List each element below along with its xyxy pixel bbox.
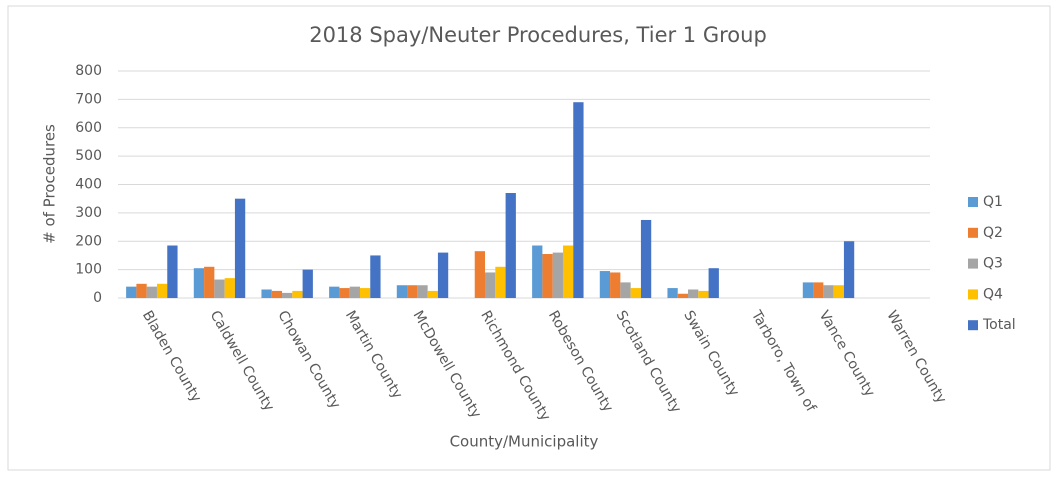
y-tick-label: 500 (75, 148, 102, 164)
y-tick-label: 200 (75, 233, 102, 249)
bar (224, 278, 235, 298)
bar (126, 286, 137, 298)
bar (417, 285, 428, 298)
bar (282, 292, 293, 298)
bar (359, 288, 371, 298)
bar (708, 268, 719, 298)
bar (677, 293, 689, 298)
legend-swatch (968, 258, 978, 269)
bar (610, 272, 621, 298)
bar (474, 251, 486, 298)
legend-label: Q1 (983, 194, 1003, 210)
bar (833, 285, 844, 298)
y-tick-label: 800 (75, 63, 102, 79)
chart-frame (7, 5, 1051, 471)
y-tick-label: 600 (75, 120, 102, 136)
bar (234, 198, 246, 298)
bar (495, 266, 506, 298)
bar (505, 193, 516, 298)
legend-swatch (968, 227, 978, 238)
bar (630, 288, 641, 298)
bar (370, 255, 381, 298)
bar (339, 288, 350, 298)
x-axis-label: County/Municipality (450, 433, 599, 451)
y-tick-label: 400 (75, 177, 102, 193)
bar (271, 290, 283, 298)
bar (542, 254, 553, 298)
bar (802, 282, 814, 298)
bar (427, 290, 438, 298)
y-tick-label: 700 (75, 91, 102, 107)
legend-swatch (968, 289, 978, 300)
bar (193, 268, 205, 298)
bar (349, 286, 360, 298)
legend-label: Q4 (983, 286, 1003, 302)
legend-label: Total (982, 317, 1016, 333)
bar (167, 245, 178, 298)
legend-label: Q2 (983, 225, 1003, 241)
chart-title: 2018 Spay/Neuter Procedures, Tier 1 Grou… (309, 23, 767, 47)
y-tick-label: 300 (75, 205, 102, 221)
y-axis-label: # of Procedures (41, 124, 59, 244)
bar (552, 252, 563, 298)
bar (156, 283, 168, 298)
bar (640, 219, 652, 298)
bar (843, 241, 855, 298)
bar (292, 290, 303, 298)
legend-swatch (968, 320, 978, 331)
bar (204, 266, 215, 298)
y-tick-label: 100 (75, 262, 102, 278)
bar (302, 269, 313, 298)
bar (136, 283, 147, 298)
bar (823, 285, 834, 298)
bar (698, 290, 709, 298)
bar (688, 289, 699, 298)
y-tick-label: 0 (93, 290, 102, 306)
bar (573, 102, 584, 299)
bar (329, 286, 340, 298)
bar (214, 279, 225, 298)
legend-swatch (968, 197, 978, 207)
bar (562, 245, 574, 298)
bar (261, 289, 272, 298)
bar (532, 245, 543, 298)
bar (485, 272, 496, 298)
bar (407, 285, 418, 298)
bar (599, 271, 611, 298)
legend-label: Q3 (983, 256, 1003, 272)
bar (620, 282, 631, 298)
bar (437, 252, 449, 298)
bar (146, 286, 157, 298)
bar (396, 285, 408, 298)
bar (667, 288, 678, 298)
bar (813, 282, 824, 298)
